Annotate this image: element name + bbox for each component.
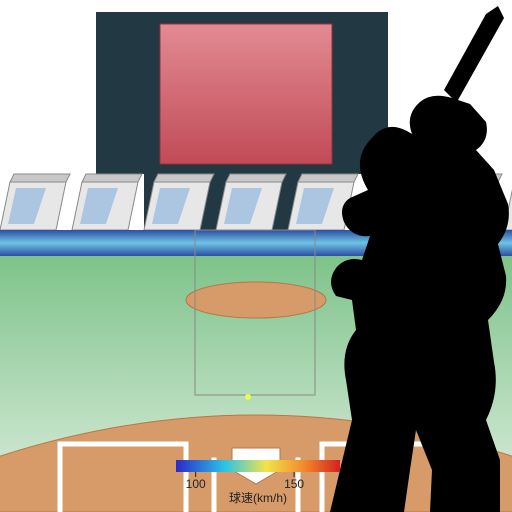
legend-tick-label: 100 <box>186 477 206 491</box>
scoreboard-screen <box>160 24 332 164</box>
pitchers-mound <box>186 282 326 318</box>
pitch-location-diagram: 100 150 球速(km/h) <box>0 0 512 512</box>
legend-tick-label: 150 <box>284 477 304 491</box>
pitch-marker <box>245 394 251 400</box>
legend-title: 球速(km/h) <box>229 491 287 505</box>
scene-svg: 100 150 球速(km/h) <box>0 0 512 512</box>
